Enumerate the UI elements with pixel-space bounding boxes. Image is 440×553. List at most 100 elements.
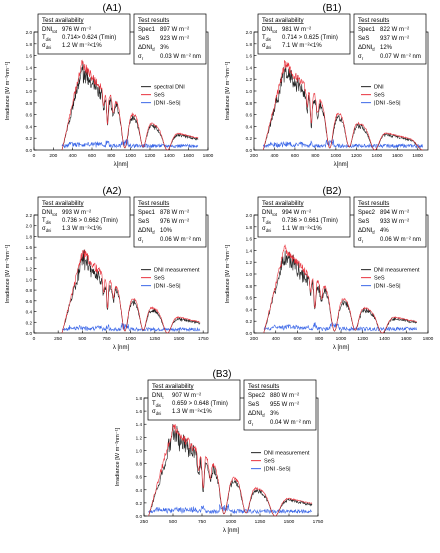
availability-title: Test availability	[262, 200, 305, 207]
x-tick-label: 1250	[255, 519, 266, 525]
chart-panel-b1: (B1) 0.0 0.2 0.4 0.6 0.8 1.0 1.2 1.4 1.6 1.8 2.0 200…	[220, 0, 440, 182]
x-tick-label: 400	[270, 153, 278, 159]
y-tick-label: 0.6	[136, 475, 143, 480]
availability-key: DNItot	[262, 27, 278, 34]
availability-value: 1.3 W m⁻²<1%	[62, 226, 102, 232]
y-tick-label: 0.4	[26, 124, 33, 129]
x-tick-label: 1600	[183, 153, 194, 159]
results-value: 923 W m⁻²	[160, 36, 189, 42]
legend-label: SeS	[154, 93, 165, 99]
results-value: 10%	[160, 228, 173, 234]
results-key: SeS	[358, 36, 369, 42]
availability-value: 994 W m⁻²	[282, 210, 311, 216]
y-tick-label: 1.0	[26, 277, 33, 282]
availability-value: 1.1 W m⁻²<1%	[282, 226, 322, 232]
y-tick-label: 1.0	[246, 272, 253, 277]
availability-key: Tdis	[262, 35, 271, 42]
x-tick-label: 0	[33, 153, 36, 159]
results-key: ΔDNItf	[358, 228, 376, 235]
x-tick-label: 1000	[336, 336, 347, 342]
availability-value: 907 W m⁻²	[172, 393, 201, 399]
panel-label: (B2)	[323, 186, 342, 197]
results-box	[133, 13, 207, 65]
legend-label: |DNI -SeS|	[154, 101, 181, 107]
legend-label: spectral DNI	[154, 85, 185, 91]
series-ses-line	[61, 249, 201, 334]
results-value: 878 W m⁻²	[160, 210, 189, 216]
y-tick-label: 1.6	[246, 237, 253, 242]
x-axis-label: λ [nm]	[333, 345, 350, 351]
x-tick-label: 1500	[174, 336, 185, 342]
x-tick-label: 1800	[412, 153, 423, 159]
y-tick-label: 0.4	[246, 124, 253, 129]
legend-label: SeS	[154, 276, 165, 282]
availability-box	[147, 379, 241, 421]
availability-key: σdni	[262, 43, 271, 50]
y-axis-label: Irradiance [W m⁻²nm⁻¹]	[5, 244, 11, 303]
legend-label: SeS	[374, 276, 385, 282]
x-tick-label: 750	[102, 336, 110, 342]
x-tick-label: 1200	[145, 153, 156, 159]
chart-panel-b2: (B2) 0.0 0.2 0.4 0.6 0.8 1.0 1.2 1.4 1.6 1.8 2.0 200…	[220, 183, 440, 365]
chart-svg: (B2) 0.0 0.2 0.4 0.6 0.8 1.0 1.2 1.4 1.6 1.8 2.0 200…	[225, 186, 434, 351]
y-tick-label: 0.2	[246, 136, 253, 141]
availability-key: DNIt	[152, 393, 164, 400]
availability-value: 981 W m⁻²	[282, 27, 311, 33]
availability-value: 0.659 > 0.648 (Tmin)	[172, 401, 228, 407]
y-tick-label: 0.8	[136, 462, 143, 467]
y-tick-label: 1.8	[136, 396, 143, 401]
series-ses-line	[263, 244, 417, 334]
y-tick-label: 1.8	[246, 225, 253, 230]
series-diff-line	[61, 139, 199, 149]
y-tick-label: 0.0	[26, 148, 33, 153]
x-tick-label: 1800	[423, 336, 434, 342]
results-title: Test results	[138, 200, 169, 207]
y-tick-label: 0.8	[26, 101, 33, 106]
legend-label: DNI measurement	[154, 268, 200, 274]
results-value: 822 W m⁻²	[380, 27, 409, 33]
availability-value: 993 W m⁻²	[62, 210, 91, 216]
x-tick-label: 1750	[198, 336, 209, 342]
results-value: 937 W m⁻²	[380, 36, 409, 42]
y-tick-label: 0.0	[26, 331, 33, 336]
results-value: 0.06 W m⁻² nm	[160, 237, 201, 243]
results-box	[353, 13, 427, 65]
series-ses-line	[148, 423, 313, 517]
results-key: σr	[138, 237, 144, 244]
x-tick-label: 1200	[351, 153, 362, 159]
results-box	[133, 196, 207, 248]
results-value: 894 W m⁻²	[380, 210, 409, 216]
results-value: 0.06 W m⁻² nm	[380, 237, 421, 243]
results-key: σr	[358, 54, 364, 61]
x-tick-label: 500	[78, 336, 86, 342]
chart-svg: (B1) 0.0 0.2 0.4 0.6 0.8 1.0 1.2 1.4 1.6 1.8 2.0 200…	[225, 3, 429, 168]
y-tick-label: 1.4	[246, 65, 253, 70]
panel-label: (A2)	[103, 186, 122, 197]
availability-value: 0.714 > 0.625 (Tmin)	[282, 35, 338, 41]
availability-key: σdni	[42, 226, 51, 233]
x-tick-label: 800	[315, 336, 323, 342]
availability-box	[257, 196, 351, 238]
results-title: Test results	[358, 17, 389, 24]
availability-title: Test availability	[262, 17, 305, 24]
y-tick-label: 1.4	[136, 422, 143, 427]
availability-key: Tdis	[42, 218, 51, 225]
availability-box	[37, 13, 131, 55]
y-tick-label: 1.4	[26, 256, 33, 261]
results-value: 955 W m⁻²	[270, 402, 299, 408]
availability-key: σdni	[262, 226, 271, 233]
chart-panel-b3: (B3) 0.0 0.2 0.4 0.6 0.8 1.0 1.2 1.4 1.6 1.8 250 500…	[110, 366, 330, 548]
availability-key: DNItot	[42, 210, 58, 217]
legend-label: |DNI -SeS|	[154, 284, 181, 290]
x-tick-label: 200	[250, 153, 258, 159]
results-title: Test results	[358, 200, 389, 207]
series-dni-line	[262, 64, 423, 151]
legend-label: SeS	[374, 93, 385, 99]
y-tick-label: 0.8	[26, 288, 33, 293]
availability-title: Test availability	[152, 383, 195, 390]
y-tick-label: 0.0	[246, 148, 253, 153]
results-key: Spec2	[248, 393, 266, 399]
y-tick-label: 1.2	[246, 260, 253, 265]
availability-value: 0.714> 0.624 (Tmin)	[62, 35, 116, 41]
results-key: SeS	[358, 219, 369, 225]
